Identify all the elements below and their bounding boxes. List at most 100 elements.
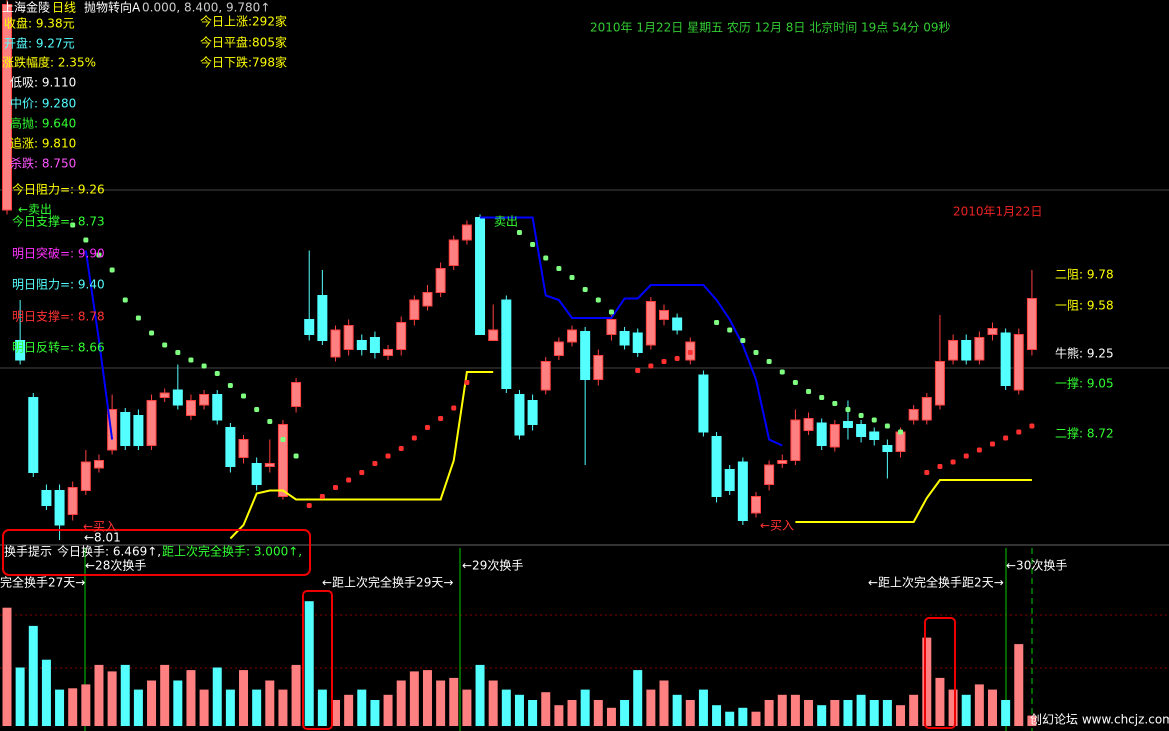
signal: 卖出 — [494, 215, 518, 229]
candle-body — [120, 412, 131, 446]
volume-bar — [2, 607, 12, 726]
stock-name: 上海金陵 — [2, 0, 50, 15]
candle-body — [475, 217, 486, 335]
candle-body — [185, 400, 196, 416]
candle-body — [908, 409, 919, 421]
volume-bar — [68, 688, 78, 726]
candle-body — [737, 461, 748, 521]
candle-body — [777, 460, 788, 464]
indicator-line — [229, 371, 494, 540]
volume-bar — [55, 689, 65, 726]
volume-bar — [961, 694, 971, 726]
volume-bar — [659, 680, 669, 726]
sar-dot — [385, 453, 391, 459]
candle-body — [619, 331, 630, 346]
plot — [2, 0, 1037, 726]
highlight-boxes — [2, 529, 956, 730]
info: 明日反转=: 8.66 — [12, 340, 105, 355]
volume-bar — [1027, 715, 1037, 726]
volume-bar — [28, 625, 38, 726]
sar-dot — [779, 369, 785, 375]
level: 牛熊: 9.25 — [1055, 346, 1114, 361]
candle-body — [790, 419, 801, 461]
sar-dot — [333, 485, 338, 490]
candle-body — [934, 361, 945, 406]
sar-dot — [595, 297, 601, 303]
info: 明日阻力=: 9.40 — [12, 278, 105, 292]
volume-bar — [383, 694, 393, 726]
date-label: 2010年1月22日 — [953, 205, 1042, 219]
volume-bar — [896, 705, 906, 726]
candle-body — [172, 389, 183, 406]
volume-bar — [370, 700, 380, 726]
candle-body — [67, 487, 78, 515]
candle-body — [1013, 334, 1024, 391]
volume-bar — [528, 700, 538, 726]
sar-dot — [293, 453, 299, 459]
candle-body — [632, 332, 643, 353]
sar-dot — [976, 447, 982, 453]
volume-bar — [948, 689, 958, 726]
sar-dot — [884, 423, 890, 429]
candle-body — [750, 496, 761, 514]
sar-dot — [319, 494, 325, 499]
volume-bar — [15, 667, 25, 726]
turnover: ←29次换手 — [462, 559, 523, 573]
volume-bar — [475, 664, 485, 726]
volume-bar — [357, 689, 367, 726]
candle-body — [488, 329, 499, 341]
sar-dot — [635, 368, 641, 373]
sar-dot — [937, 464, 943, 469]
candle-body — [606, 319, 617, 335]
sar-dot — [806, 389, 812, 394]
candle-body — [422, 292, 433, 307]
sar-dot — [438, 416, 444, 421]
level: 二撑: 8.72 — [1055, 426, 1114, 441]
volume-bar — [449, 677, 459, 726]
volume-bar — [869, 700, 879, 726]
candle-body — [948, 340, 959, 361]
candle-body — [514, 394, 525, 436]
sar-dot — [582, 287, 588, 292]
sar-dot — [556, 266, 562, 271]
volume-bar — [317, 689, 327, 726]
sar-dot — [661, 359, 667, 364]
info: 收盘: 9.38元 — [4, 16, 75, 31]
sar-dot — [70, 222, 76, 228]
breadth: 今日下跌:798家 — [200, 55, 287, 70]
sar-dot — [766, 359, 772, 364]
level: 一阻: 9.58 — [1055, 299, 1114, 313]
candle-body — [107, 409, 118, 451]
volume-bar — [107, 671, 117, 726]
volume-bar — [712, 705, 722, 726]
candle-body — [501, 299, 512, 389]
candle-body — [461, 224, 472, 241]
candle-body — [961, 340, 972, 361]
volume-bar — [751, 711, 761, 726]
volume-bar — [843, 700, 853, 726]
candle-body — [869, 431, 880, 440]
date-time: 2010年 1月22日 星期五 农历 12月 8日 北京时间 19点 54分 0… — [590, 21, 951, 35]
volume-bar — [160, 664, 170, 726]
sar-dot — [96, 252, 102, 258]
candle-body — [580, 331, 591, 380]
candle-body — [159, 392, 170, 398]
volume-bar — [804, 700, 814, 726]
sar-dot — [543, 255, 549, 261]
candle-body — [711, 436, 722, 497]
turnover: ←距上次完全换手距2天→ — [868, 575, 1004, 590]
candle-body — [540, 361, 551, 391]
indicator-line — [480, 216, 783, 447]
volume-bar — [278, 689, 288, 726]
candle-body — [304, 319, 315, 335]
sar-dot — [280, 437, 286, 442]
sar-dot — [227, 383, 233, 388]
sar-dot — [871, 417, 877, 423]
candle-body — [383, 349, 394, 356]
sar-dot — [214, 371, 220, 376]
sar-dot — [135, 315, 141, 321]
sar-dot — [267, 419, 273, 424]
sar-dot — [753, 350, 759, 355]
sar-dot — [530, 242, 536, 247]
volume-bar — [173, 680, 183, 726]
